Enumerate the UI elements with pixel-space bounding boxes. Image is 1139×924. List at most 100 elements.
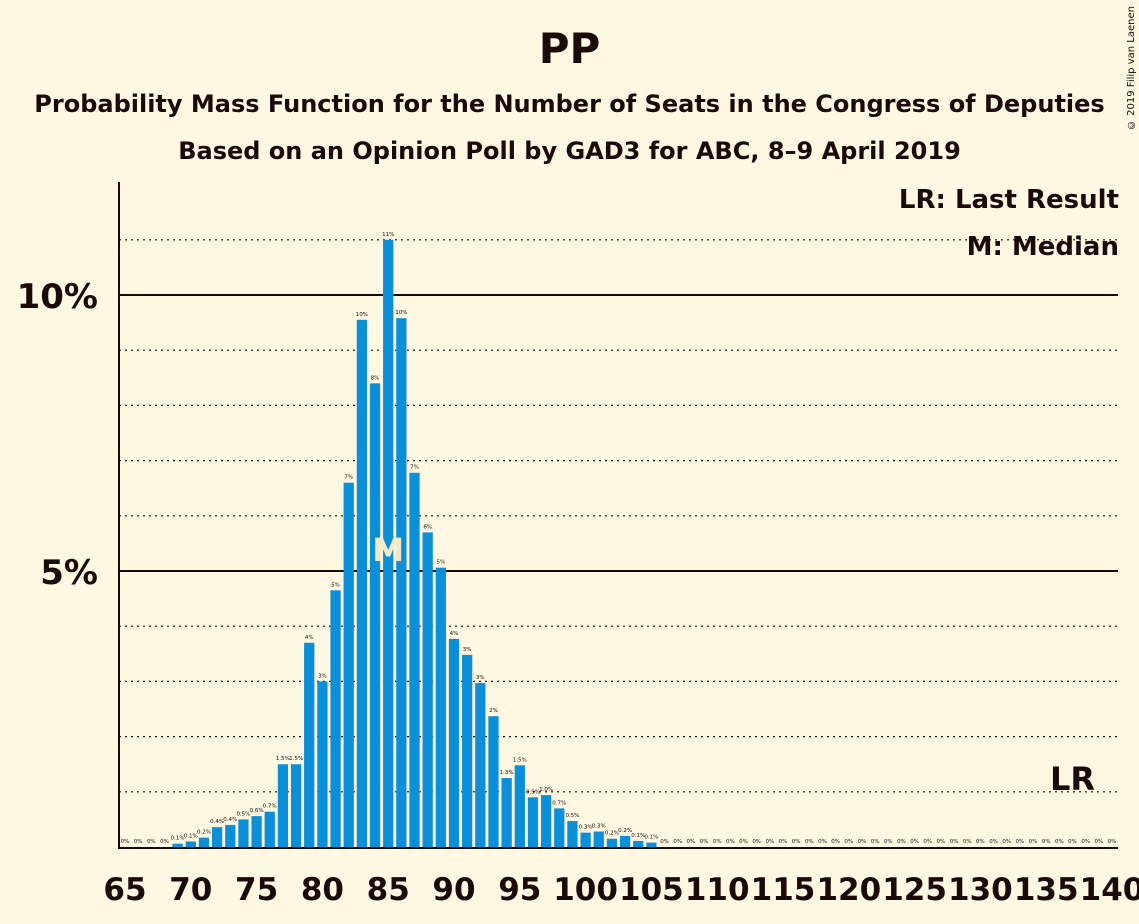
bar-seat-88 — [422, 532, 433, 847]
bar-value-label: 2% — [489, 708, 498, 714]
bar-value-label: 0% — [1016, 839, 1025, 845]
bar-labels: 0% 0% 0% 0%0.1% 0.1%0.2%0.4% 0.4%0.5%0.6%0.7%… — [121, 232, 1117, 845]
bar-value-label: 0% — [950, 839, 959, 845]
bar-value-label: 3% — [463, 647, 472, 653]
bar-value-label: 0% — [831, 839, 840, 845]
bar-seat-71 — [198, 837, 210, 847]
bar-value-label: 0.2% — [618, 828, 632, 834]
bar-seat-101 — [593, 831, 604, 847]
grid-lines — [119, 239, 1118, 793]
bar-value-label: 0.4% — [210, 819, 224, 825]
bar-seat-77 — [277, 764, 289, 847]
bar-value-label: 0% — [147, 839, 156, 845]
bar-value-label: 0% — [660, 839, 669, 845]
bar-value-label: 0.5% — [565, 813, 579, 819]
bar-seat-83 — [356, 319, 368, 848]
x-tick-label: 90 — [432, 872, 475, 908]
bar-seat-94 — [501, 778, 512, 847]
bar-value-label: 0% — [1029, 839, 1038, 845]
bar-seat-91 — [462, 654, 473, 847]
bar-seat-81 — [330, 590, 341, 847]
bar-value-label: 1.5% — [513, 757, 527, 763]
last-result-marker: LR — [1050, 760, 1095, 798]
bar-seat-98 — [554, 808, 565, 847]
bar-seat-85 — [383, 239, 394, 848]
x-tick-label: 125 — [882, 872, 947, 908]
x-tick-label: 80 — [301, 872, 344, 908]
bar-value-label: 1.5% — [276, 756, 290, 762]
bar-seat-97 — [540, 795, 552, 847]
bar-seat-79 — [304, 642, 315, 847]
bar-value-label: 7% — [410, 465, 419, 471]
legend-median: M: Median — [966, 232, 1119, 262]
bar-value-label: 0% — [765, 839, 774, 845]
chart-title: PP — [538, 24, 601, 73]
bar-value-label: 0% — [1042, 839, 1051, 845]
bar-value-label: 0% — [844, 839, 853, 845]
bar-value-label: 0.7% — [263, 804, 277, 810]
bar-value-label: 0% — [989, 839, 998, 845]
bar-seat-76 — [264, 811, 275, 847]
bar-value-label: 0% — [1108, 839, 1117, 845]
bar-value-label: 6% — [423, 524, 432, 530]
bar-value-label: 0% — [1081, 839, 1090, 845]
x-tick-label: 85 — [367, 872, 410, 908]
bar-seat-100 — [580, 832, 591, 847]
bar-value-label: 0% — [910, 839, 919, 845]
bar-value-label: 4% — [450, 631, 459, 637]
bar-seat-80 — [317, 681, 328, 847]
bar-value-label: 0% — [713, 839, 722, 845]
bar-seat-75 — [251, 816, 262, 847]
bar-value-label: 5% — [436, 560, 445, 566]
bar-seat-78 — [290, 764, 302, 847]
bar-seat-70 — [185, 841, 196, 847]
bar-value-label: 0% — [871, 839, 880, 845]
x-tick-label: 105 — [619, 872, 684, 908]
bar-value-label: 0% — [805, 839, 814, 845]
bar-value-label: 0% — [976, 839, 985, 845]
x-tick-label: 120 — [816, 872, 881, 908]
bar-value-label: 10% — [395, 310, 407, 316]
bar-value-label: 5% — [331, 582, 340, 588]
bar-value-label: 0% — [673, 839, 682, 845]
bar-seat-69 — [172, 843, 183, 847]
axes: 5% 10% 65 70 75 80 85 90 95 100 105 110 115 120 125 130… — [17, 182, 1139, 908]
chart-subtitle: Probability Mass Function for the Number… — [34, 90, 1105, 118]
bars — [172, 239, 657, 848]
bar-seat-82 — [343, 482, 354, 847]
bar-value-label: 8% — [371, 375, 380, 381]
x-tick-label: 70 — [169, 872, 212, 908]
bar-value-label: 0.1% — [631, 833, 645, 839]
x-tick-label: 100 — [553, 872, 618, 908]
bar-value-label: 3% — [476, 675, 485, 681]
x-tick-label: 115 — [751, 872, 816, 908]
bar-value-label: 0% — [700, 839, 709, 845]
bar-seat-105 — [646, 842, 657, 847]
x-tick-label: 140 — [1080, 872, 1139, 908]
y-tick-label: 10% — [17, 277, 98, 317]
bar-value-label: 0.3% — [592, 824, 606, 830]
bar-seat-102 — [606, 838, 618, 847]
bar-seat-72 — [211, 827, 223, 847]
bar-seat-89 — [435, 567, 446, 847]
bar-value-label: 0% — [884, 839, 893, 845]
bar-value-label: 0% — [858, 839, 867, 845]
bar-value-label: 0% — [1094, 839, 1103, 845]
bar-seat-99 — [567, 821, 578, 847]
bar-value-label: 7% — [344, 475, 353, 481]
bar-value-label: 0% — [897, 839, 906, 845]
x-tick-label: 95 — [498, 872, 541, 908]
bar-value-label: 0% — [121, 839, 130, 845]
bar-value-label: 0% — [818, 839, 827, 845]
bar-value-label: 0.7% — [552, 800, 566, 806]
bar-seat-104 — [633, 840, 644, 847]
bar-value-label: 0.3% — [579, 825, 593, 831]
bar-value-label: 0.6% — [250, 808, 264, 814]
bar-seat-90 — [448, 638, 460, 847]
x-tick-label: 130 — [948, 872, 1013, 908]
bar-value-label: 0% — [1068, 839, 1077, 845]
bar-value-label: 0% — [963, 839, 972, 845]
chart-subtitle-source: Based on an Opinion Poll by GAD3 for ABC… — [178, 137, 961, 165]
x-tick-label: 110 — [685, 872, 750, 908]
